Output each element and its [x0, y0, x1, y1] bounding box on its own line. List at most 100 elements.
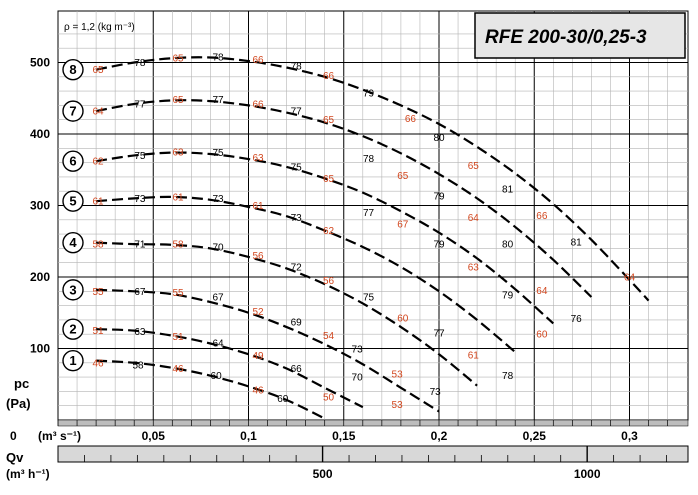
noise-label: 60 [397, 313, 409, 324]
series-line-2 [96, 328, 364, 409]
series-line-6 [95, 151, 555, 325]
title-box [474, 12, 686, 59]
efficiency-label: 67 [212, 293, 224, 304]
qv-tick-label: 500 [313, 467, 333, 481]
efficiency-label: 79 [502, 290, 514, 301]
series-marker-circle [62, 190, 84, 212]
noise-label: 63 [172, 147, 184, 158]
efficiency-label: 70 [212, 242, 224, 253]
series-number-label: 4 [69, 235, 77, 250]
noise-label: 51 [172, 332, 184, 343]
efficiency-label: 78 [212, 52, 224, 63]
x-tick-labels: 0,05 0,1 0,15 0,2 0,25 0,3 [142, 429, 639, 443]
efficiency-label: 75 [291, 162, 303, 173]
noise-label: 58 [92, 240, 104, 251]
noise-label: 46 [252, 385, 264, 396]
efficiency-label: 60 [277, 394, 289, 405]
efficiency-label: 75 [134, 151, 146, 162]
series-number-label: 8 [69, 62, 76, 77]
x-axis-zero: 0 [10, 429, 17, 443]
x-tick-label: 0,05 [142, 429, 166, 443]
noise-label: 64 [536, 286, 548, 297]
efficiency-label: 75 [212, 148, 224, 159]
series-marker-circle [62, 318, 84, 340]
noise-label: 58 [172, 240, 184, 251]
noise-label: 46 [172, 364, 184, 375]
efficiency-label: 76 [571, 314, 583, 325]
noise-label: 65 [397, 171, 409, 182]
series-number-label: 1 [69, 353, 76, 368]
noise-label: 61 [172, 192, 184, 203]
noise-label: 64 [92, 107, 104, 118]
noise-label: 62 [323, 226, 335, 237]
noise-label: 64 [468, 213, 480, 224]
efficiency-label: 73 [291, 213, 303, 224]
x-tick-label: 0,25 [523, 429, 547, 443]
series-line-3 [96, 288, 440, 413]
efficiency-label: 63 [134, 327, 146, 338]
series-marker-circle [62, 150, 84, 172]
series-line-5 [96, 195, 516, 353]
noise-label: 65 [468, 161, 480, 172]
efficiency-label: 81 [571, 237, 583, 248]
series-marker-circle [62, 231, 84, 254]
noise-label: 64 [624, 273, 636, 284]
efficiency-label: 78 [363, 154, 375, 165]
noise-label: 63 [468, 262, 480, 273]
noise-label: 67 [397, 220, 409, 231]
series-marker-circle [62, 58, 84, 81]
efficiency-label: 73 [430, 387, 442, 398]
noise-label: 66 [252, 99, 264, 110]
point-labels: 46 58 46 60 46 60 51 63 51 64 49 66 50 55 67 55 67 52 69 54… [92, 52, 635, 410]
efficiency-label: 73 [352, 345, 364, 356]
noise-label: 55 [172, 288, 184, 299]
x-ruler [57, 419, 689, 427]
efficiency-label: 79 [433, 192, 445, 203]
noise-label: 49 [252, 351, 264, 362]
noise-label: 56 [252, 251, 264, 262]
series-marker-circle [62, 279, 84, 301]
noise-label: 66 [252, 55, 264, 66]
efficiency-label: 58 [132, 360, 144, 371]
noise-label: 51 [92, 326, 104, 337]
qv-unit: (m³ h⁻¹) [6, 467, 50, 481]
plot-area [57, 10, 689, 421]
noise-label: 66 [405, 114, 417, 125]
y-tick-label: 200 [30, 270, 50, 284]
series-marker-circle [62, 349, 84, 372]
series-number-label: 6 [69, 154, 76, 169]
noise-label: 53 [392, 400, 404, 411]
efficiency-label: 73 [212, 194, 224, 205]
noise-label: 54 [323, 331, 335, 342]
efficiency-label: 81 [502, 185, 514, 196]
efficiency-label: 72 [291, 262, 303, 273]
noise-label: 65 [172, 54, 184, 65]
noise-label: 61 [92, 197, 104, 208]
y-axis-label: pc [14, 376, 29, 391]
x-tick-label: 0,3 [621, 429, 638, 443]
efficiency-label: 78 [134, 58, 146, 69]
efficiency-label: 80 [502, 240, 514, 251]
series-number-label: 5 [69, 194, 76, 209]
efficiency-label: 75 [363, 293, 375, 304]
noise-label: 61 [468, 350, 480, 361]
chart-title: RFE 200-30/0,25-3 [485, 27, 647, 48]
x-tick-label: 0,15 [332, 429, 356, 443]
efficiency-label: 78 [291, 62, 303, 73]
efficiency-label: 66 [291, 364, 303, 375]
series-markers: 1 2 3 4 5 6 7 8 [62, 58, 84, 372]
efficiency-label: 77 [291, 107, 303, 118]
series-number-label: 2 [69, 322, 76, 337]
efficiency-label: 77 [134, 99, 146, 110]
y-axis-unit: (Pa) [6, 396, 31, 411]
efficiency-label: 77 [433, 328, 445, 339]
efficiency-label: 73 [134, 194, 146, 205]
noise-label: 53 [392, 370, 404, 381]
x-ruler-ticks [57, 420, 668, 426]
noise-label: 52 [252, 307, 264, 318]
noise-label: 62 [92, 157, 104, 168]
density-note: ρ = 1,2 (kg m⁻³) [64, 22, 135, 33]
qv-tick-labels: 500 1000 [313, 467, 601, 481]
noise-label: 60 [536, 330, 548, 341]
